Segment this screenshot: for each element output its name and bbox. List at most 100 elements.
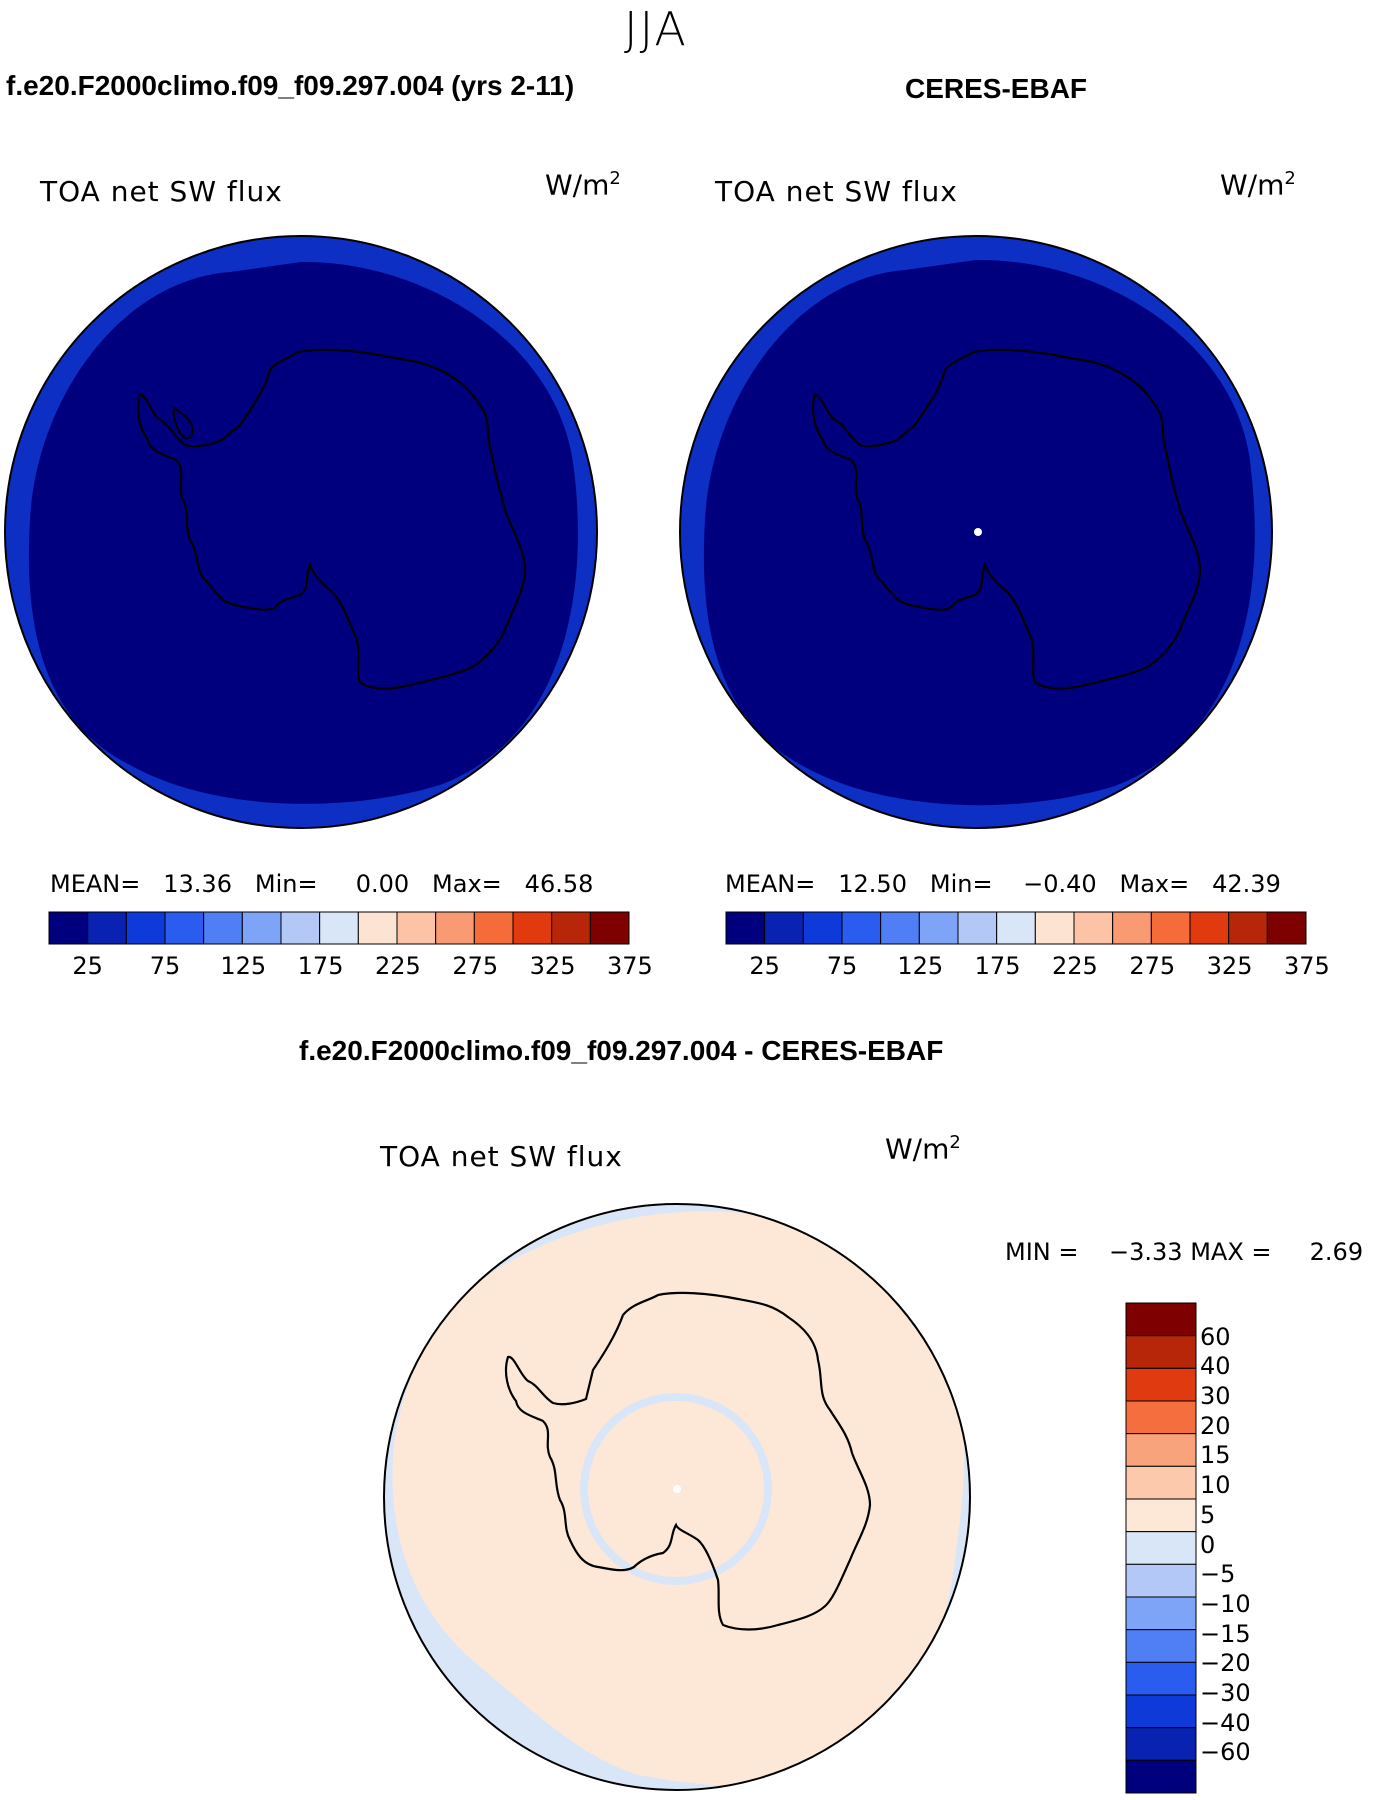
colorbar-tick-label: 40 (1200, 1352, 1231, 1381)
diff-colorbar-labels: 60 40 30 20 15 10 5 0 −5 −10 −15 −20 −30 −40 −60 (1200, 1303, 1290, 1793)
colorbar-tick-label: −5 (1200, 1560, 1236, 1589)
pole-ring (580, 1393, 772, 1585)
colorbar-tick-label: 175 (297, 952, 344, 980)
colorbar-swatch (203, 911, 243, 945)
model-units-label: W/m2 (545, 168, 621, 202)
colorbar-swatch (1125, 1335, 1197, 1369)
model-case-title: f.e20.F2000climo.f09_f09.297.004 (yrs 2-… (6, 70, 575, 101)
colorbar-swatch (1125, 1759, 1197, 1794)
diff-case-title: f.e20.F2000climo.f09_f09.297.004 - CERES… (299, 1035, 944, 1066)
colorbar-swatch (280, 911, 321, 945)
colorbar-swatch (1112, 911, 1152, 945)
colorbar-swatch (1125, 1367, 1197, 1402)
colorbar-swatch (1125, 1596, 1197, 1631)
diff-variable-label: TOA net SW flux (380, 1140, 623, 1173)
coastline-outline (136, 348, 527, 690)
colorbar-swatch (918, 911, 959, 945)
colorbar-swatch (164, 911, 205, 945)
colorbar-tick-label: 25 (72, 952, 103, 980)
colorbar-swatch (1228, 911, 1268, 945)
colorbar-tick-label: −15 (1200, 1619, 1251, 1648)
colorbar-tick-label: 25 (749, 952, 780, 980)
colorbar-swatch (357, 911, 398, 945)
colorbar-tick-label: 325 (529, 952, 576, 980)
colorbar-swatch (1125, 1629, 1197, 1663)
colorbar-tick-label: 275 (1129, 952, 1176, 980)
colorbar-swatch (802, 911, 843, 945)
colorbar-tick-label: 225 (375, 952, 421, 980)
colorbar-tick-label: 75 (826, 952, 858, 980)
colorbar-swatch (1125, 1563, 1197, 1598)
diff-colorbar (1125, 1302, 1197, 1794)
colorbar-swatch (1125, 1531, 1197, 1565)
obs-variable-label: TOA net SW flux (715, 175, 958, 208)
colorbar-swatch (435, 911, 475, 945)
colorbar-swatch (512, 911, 553, 945)
colorbar-swatch (764, 911, 804, 945)
colorbar-swatch (957, 911, 998, 945)
colorbar-tick-label: 125 (897, 952, 944, 980)
peninsula-outline (172, 406, 194, 440)
colorbar-swatch (725, 911, 766, 945)
colorbar-tick-label: 10 (1200, 1471, 1231, 1500)
diff-polar-map (383, 1203, 971, 1791)
colorbar-swatch (1073, 911, 1114, 945)
model-colorbar-labels: 25 75 125 175 225 275 325 375 (49, 952, 652, 982)
colorbar-tick-label: −40 (1200, 1708, 1251, 1737)
pole-marker (974, 528, 982, 536)
colorbar-swatch (319, 911, 359, 945)
diff-units-label: W/m2 (885, 1132, 961, 1166)
colorbar-swatch (1125, 1661, 1197, 1696)
colorbar-tick-label: −10 (1200, 1589, 1251, 1618)
colorbar-swatch (1034, 911, 1075, 945)
colorbar-tick-label: 125 (220, 952, 267, 980)
obs-colorbar-labels: 25 75 125 175 225 275 325 375 (726, 952, 1329, 982)
obs-case-title: CERES-EBAF (905, 73, 1088, 104)
colorbar-tick-label: −60 (1200, 1738, 1251, 1767)
colorbar-tick-label: 30 (1200, 1382, 1231, 1411)
colorbar-tick-label: 275 (452, 952, 499, 980)
colorbar-tick-label: 375 (607, 952, 653, 980)
colorbar-swatch (1125, 1727, 1197, 1761)
colorbar-swatch (241, 911, 282, 945)
obs-polar-map (679, 235, 1273, 829)
colorbar-swatch (1266, 911, 1307, 945)
model-variable-label: TOA net SW flux (40, 175, 283, 208)
colorbar-swatch (125, 911, 166, 945)
colorbar-tick-label: 0 (1200, 1530, 1216, 1559)
colorbar-swatch (551, 911, 591, 945)
colorbar-swatch (841, 911, 882, 945)
model-stats: MEAN= 13.36 Min= 0.00 Max= 46.58 (50, 870, 594, 898)
positive-diff-region (392, 1211, 965, 1786)
colorbar-swatch (48, 911, 89, 945)
colorbar-tick-label: −20 (1200, 1649, 1251, 1678)
obs-stats: MEAN= 12.50 Min= −0.40 Max= 42.39 (725, 870, 1281, 898)
obs-units-label: W/m2 (1220, 168, 1296, 202)
colorbar-swatch (1125, 1433, 1197, 1467)
colorbar-swatch (1125, 1694, 1197, 1729)
colorbar-swatch (1189, 911, 1230, 945)
colorbar-tick-label: 60 (1200, 1322, 1231, 1351)
colorbar-swatch (996, 911, 1036, 945)
colorbar-tick-label: 15 (1200, 1441, 1231, 1470)
colorbar-tick-label: 175 (974, 952, 1021, 980)
colorbar-swatch (473, 911, 514, 945)
colorbar-swatch (1125, 1400, 1197, 1435)
model-colorbar (48, 911, 630, 945)
map-inner-field (28, 261, 578, 804)
season-title: JJA (624, 2, 688, 56)
colorbar-tick-label: −30 (1200, 1679, 1251, 1708)
colorbar-swatch (1150, 911, 1191, 945)
colorbar-swatch (589, 911, 630, 945)
colorbar-tick-label: 225 (1052, 952, 1098, 980)
model-polar-map (4, 235, 598, 829)
colorbar-tick-label: 20 (1200, 1411, 1231, 1440)
diff-minmax: MIN = −3.33 MAX = 2.69 (1005, 1238, 1364, 1266)
colorbar-tick-label: 75 (149, 952, 181, 980)
colorbar-swatch (396, 911, 437, 945)
obs-colorbar (725, 911, 1307, 945)
colorbar-tick-label: 325 (1206, 952, 1253, 980)
colorbar-tick-label: 5 (1200, 1500, 1216, 1529)
colorbar-swatch (1125, 1465, 1197, 1500)
colorbar-tick-label: 375 (1284, 952, 1330, 980)
